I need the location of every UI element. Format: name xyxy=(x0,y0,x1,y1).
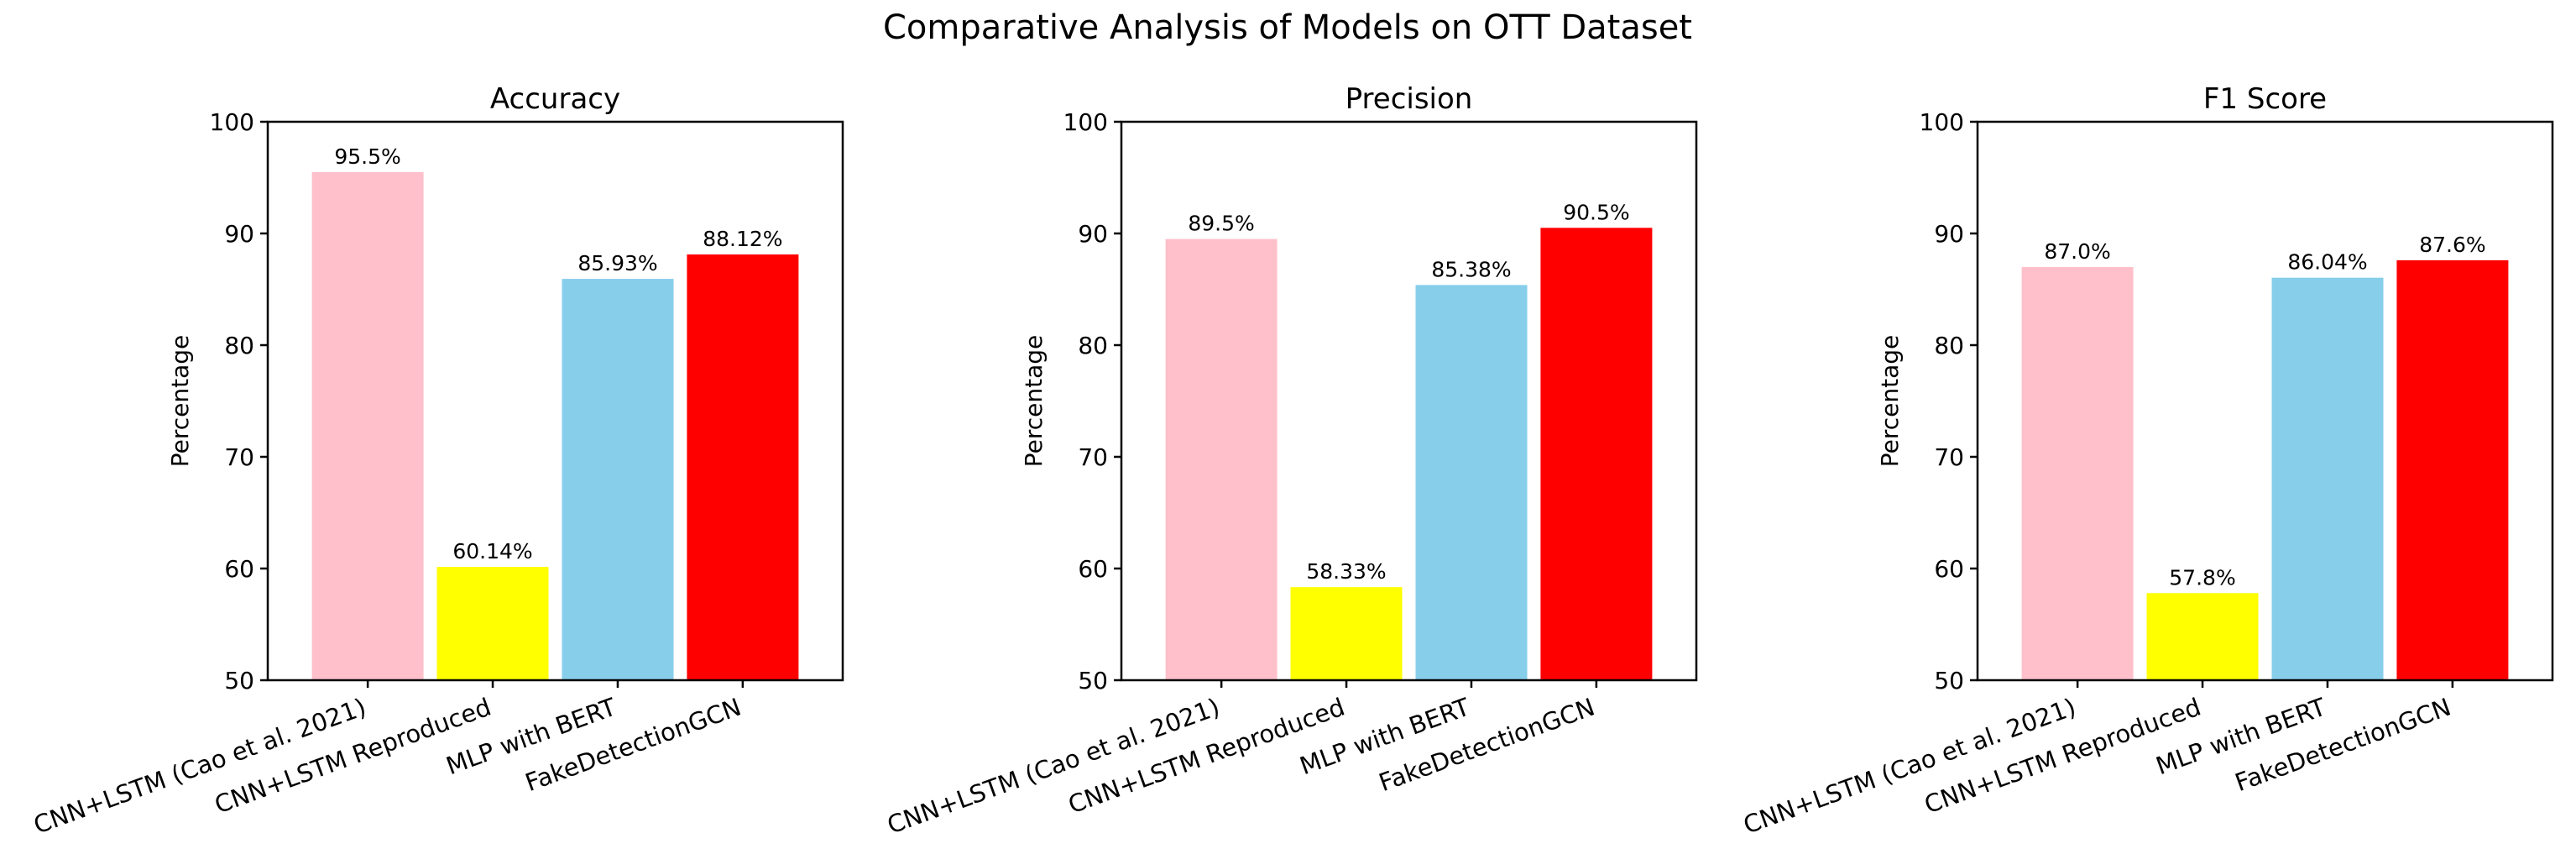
axes-frame xyxy=(1976,120,2554,682)
data-label: 88.12% xyxy=(703,227,782,251)
y-tick-label: 70 xyxy=(1934,443,1964,471)
y-axis-label: Percentage xyxy=(1876,335,1904,468)
data-label: 87.0% xyxy=(2044,239,2110,264)
y-tick-label: 80 xyxy=(224,332,254,359)
y-tick-label: 100 xyxy=(1920,108,1964,136)
bar xyxy=(2271,277,2384,680)
y-tick-label: 50 xyxy=(1934,667,1964,694)
y-tick-label: 100 xyxy=(1063,108,1108,136)
data-label: 57.8% xyxy=(2169,565,2235,590)
bar xyxy=(562,279,674,680)
y-tick-label: 90 xyxy=(1078,220,1108,248)
axes-frame xyxy=(266,120,844,682)
bar xyxy=(2146,593,2259,680)
figure-title: Comparative Analysis of Models on OTT Da… xyxy=(883,8,1692,47)
panel-title: Precision xyxy=(1345,82,1473,116)
data-label: 85.38% xyxy=(1431,257,1511,281)
data-label: 58.33% xyxy=(1306,559,1386,584)
y-tick-label: 70 xyxy=(1078,443,1108,471)
y-tick-label: 60 xyxy=(1934,555,1964,583)
y-tick-label: 60 xyxy=(1078,555,1108,583)
panel-title: F1 Score xyxy=(2203,82,2327,116)
data-label: 60.14% xyxy=(452,539,532,563)
y-tick-label: 70 xyxy=(224,443,254,471)
y-tick-label: 100 xyxy=(210,108,254,136)
data-label: 85.93% xyxy=(577,251,657,275)
bar xyxy=(2396,259,2509,680)
bar xyxy=(1290,587,1403,680)
data-label: 90.5% xyxy=(1563,200,1629,224)
y-tick-label: 60 xyxy=(224,555,254,583)
bar xyxy=(1415,285,1528,680)
bar xyxy=(311,171,424,680)
y-tick-label: 90 xyxy=(224,220,254,248)
y-tick-label: 80 xyxy=(1934,332,1964,359)
data-label: 95.5% xyxy=(334,144,400,169)
bar xyxy=(1165,238,1278,681)
panel-title: Accuracy xyxy=(490,82,620,116)
chart-panel-3: 87.0%57.8%86.04%87.6%5060708090100CNN+LS… xyxy=(1740,82,2554,840)
y-tick-label: 50 xyxy=(1078,667,1108,694)
bar xyxy=(687,254,799,680)
axes-frame xyxy=(1120,120,1698,682)
y-axis-label: Percentage xyxy=(1020,335,1048,468)
y-tick-label: 80 xyxy=(1078,332,1108,359)
bar xyxy=(436,567,549,680)
data-label: 86.04% xyxy=(2287,250,2367,275)
y-tick-label: 90 xyxy=(1934,220,1964,248)
bar xyxy=(1540,228,1653,680)
y-tick-label: 50 xyxy=(224,667,254,694)
bar xyxy=(2021,266,2134,680)
y-axis-label: Percentage xyxy=(166,335,194,468)
data-label: 87.6% xyxy=(2419,233,2485,257)
data-label: 89.5% xyxy=(1188,212,1254,236)
